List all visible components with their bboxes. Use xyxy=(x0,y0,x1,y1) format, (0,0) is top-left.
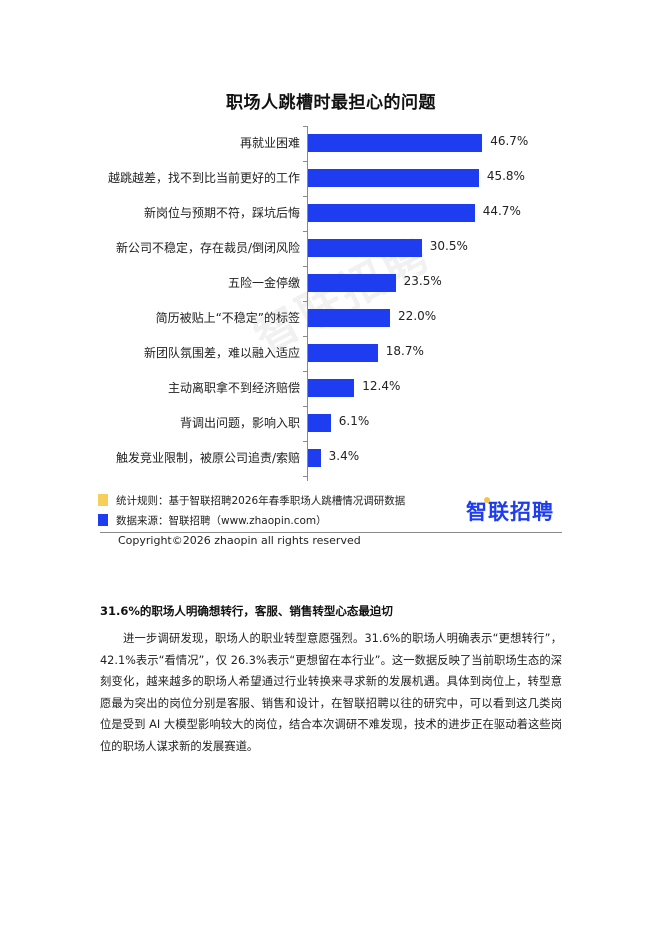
axis-tick xyxy=(303,196,307,197)
divider xyxy=(100,532,562,533)
category-label: 主动离职拿不到经济赔偿 xyxy=(167,381,300,395)
bar xyxy=(308,274,396,292)
axis-tick xyxy=(303,336,307,337)
axis-tick xyxy=(303,476,307,477)
body-paragraph: 进一步调研发现，职场人的职业转型意愿强烈。31.6%的职场人明确表示“更想转行”… xyxy=(100,632,562,753)
copyright: Copyright©2026 zhaopin all rights reserv… xyxy=(118,534,361,547)
zhaopin-logo: 智联招聘 xyxy=(466,500,554,524)
legend-item-rule: 统计规则：基于智联招聘2026年春季职场人跳槽情况调研数据 xyxy=(98,490,405,510)
bar-row: 五险一金停缴 23.5% xyxy=(0,266,662,301)
y-axis xyxy=(307,126,308,481)
bar xyxy=(308,309,391,327)
category-label: 再就业困难 xyxy=(239,136,300,150)
axis-tick xyxy=(303,231,307,232)
blue-swatch-icon xyxy=(98,514,108,526)
value-label: 6.1% xyxy=(338,414,370,428)
bar-row: 新团队氛围差，难以融入适应 18.7% xyxy=(0,336,662,371)
logo-dot-icon xyxy=(484,497,490,503)
category-label: 新岗位与预期不符，踩坑后悔 xyxy=(143,206,300,220)
axis-tick xyxy=(303,301,307,302)
axis-tick xyxy=(303,266,307,267)
chart-title: 职场人跳槽时最担心的问题 xyxy=(226,93,436,113)
category-label: 触发竞业限制，被原公司追责/索赔 xyxy=(115,451,300,465)
category-label: 越跳越差，找不到比当前更好的工作 xyxy=(107,171,300,185)
legend-item-source: 数据来源：智联招聘（www.zhaopin.com） xyxy=(98,510,405,530)
bar-row: 越跳越差，找不到比当前更好的工作 45.8% xyxy=(0,161,662,196)
bar xyxy=(308,379,355,397)
value-label: 45.8% xyxy=(486,169,525,183)
value-label: 18.7% xyxy=(385,344,424,358)
category-label: 新团队氛围差，难以融入适应 xyxy=(143,346,300,360)
bar-row: 新岗位与预期不符，踩坑后悔 44.7% xyxy=(0,196,662,231)
bar xyxy=(308,169,479,187)
bar xyxy=(308,134,483,152)
bar xyxy=(308,239,422,257)
bar-row: 简历被贴上“不稳定”的标签 22.0% xyxy=(0,301,662,336)
category-label: 简历被贴上“不稳定”的标签 xyxy=(155,311,300,325)
bar xyxy=(308,414,331,432)
legend-label: 数据来源：智联招聘（www.zhaopin.com） xyxy=(116,514,327,527)
bar-row: 主动离职拿不到经济赔偿 12.4% xyxy=(0,371,662,406)
value-label: 12.4% xyxy=(362,379,401,393)
value-label: 3.4% xyxy=(328,449,360,463)
axis-tick xyxy=(303,441,307,442)
value-label: 44.7% xyxy=(482,204,521,218)
value-label: 22.0% xyxy=(398,309,437,323)
axis-tick xyxy=(303,406,307,407)
value-label: 23.5% xyxy=(403,274,442,288)
axis-tick xyxy=(303,371,307,372)
axis-tick xyxy=(303,161,307,162)
value-label: 46.7% xyxy=(490,134,529,148)
value-label: 30.5% xyxy=(429,239,468,253)
legend: 统计规则：基于智联招聘2026年春季职场人跳槽情况调研数据 数据来源：智联招聘（… xyxy=(98,490,405,530)
section-heading: 31.6%的职场人明确想转行，客服、销售转型心态最迫切 xyxy=(100,604,393,618)
bar xyxy=(308,204,475,222)
bar-row: 触发竞业限制，被原公司追责/索赔 3.4% xyxy=(0,441,662,476)
bar xyxy=(308,344,378,362)
yellow-swatch-icon xyxy=(98,494,108,506)
bar-row: 新公司不稳定，存在裁员/倒闭风险 30.5% xyxy=(0,231,662,266)
bar-row: 再就业困难 46.7% xyxy=(0,126,662,161)
category-label: 五险一金停缴 xyxy=(227,276,300,290)
axis-tick xyxy=(303,126,307,127)
bar-row: 背调出问题，影响入职 6.1% xyxy=(0,406,662,441)
legend-label: 统计规则：基于智联招聘2026年春季职场人跳槽情况调研数据 xyxy=(116,494,406,507)
category-label: 新公司不稳定，存在裁员/倒闭风险 xyxy=(115,241,300,255)
bar xyxy=(308,449,321,467)
category-label: 背调出问题，影响入职 xyxy=(179,416,300,430)
